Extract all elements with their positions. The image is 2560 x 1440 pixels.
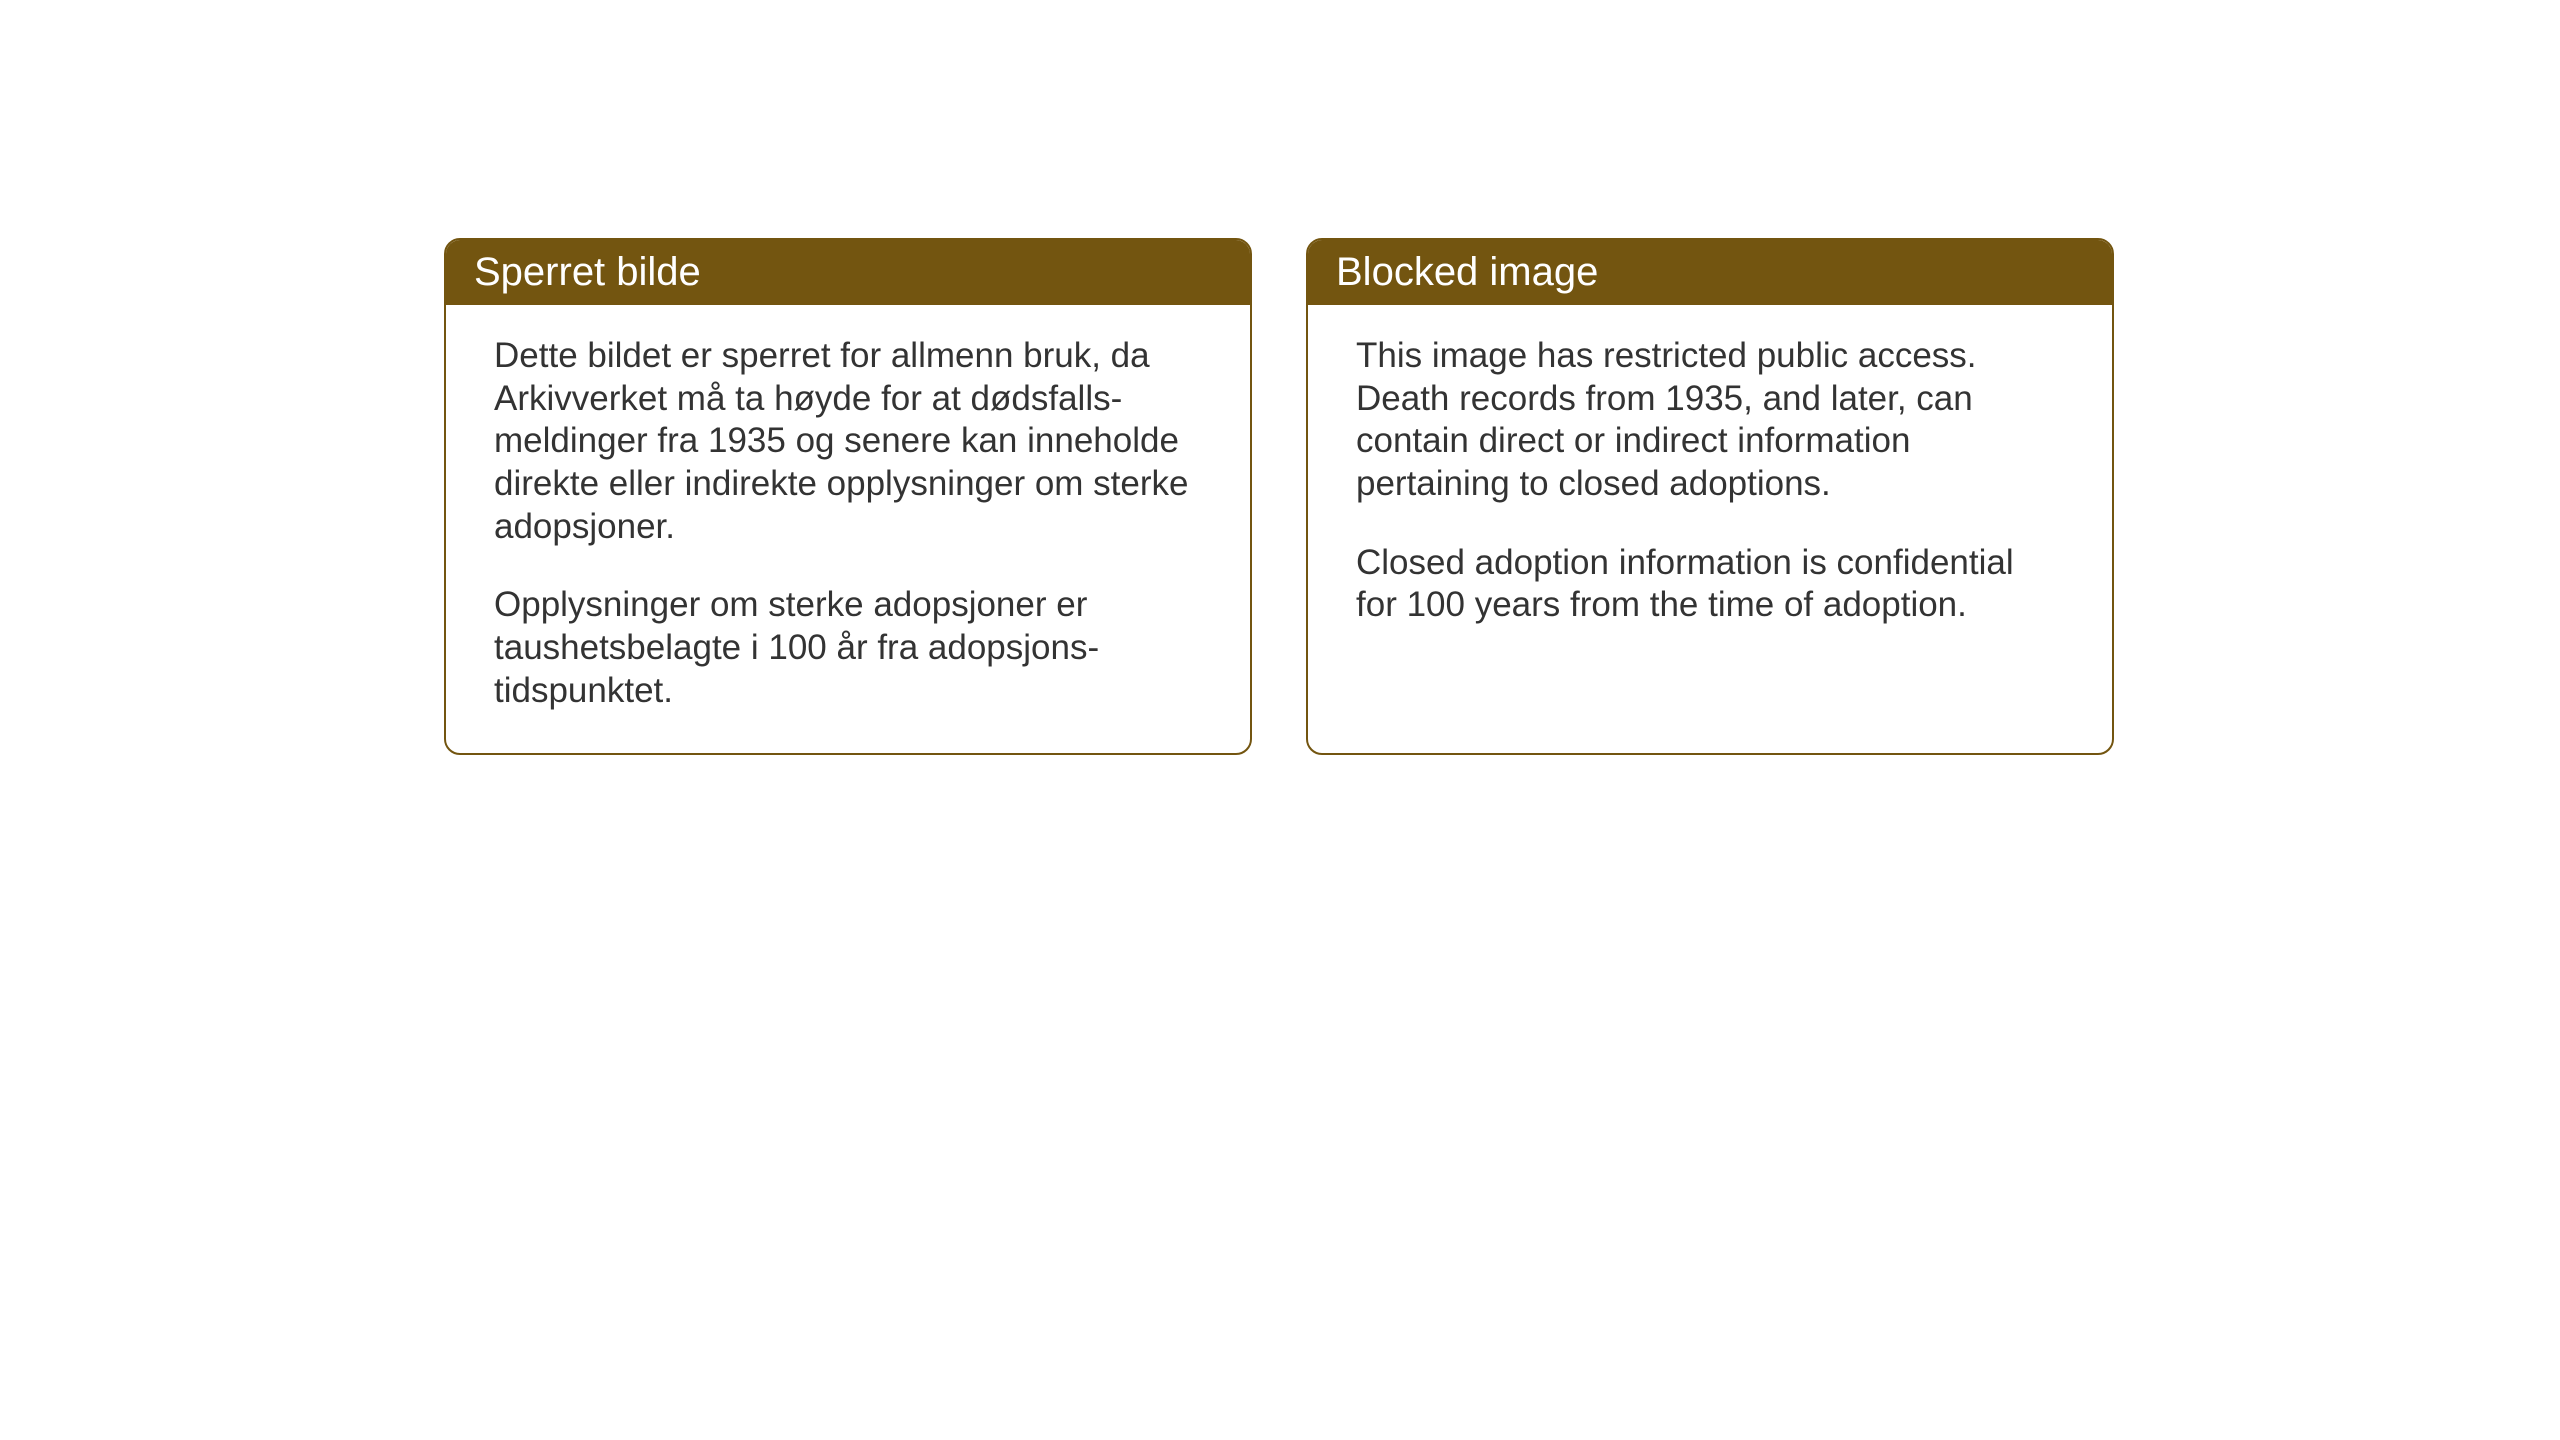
english-paragraph-1: This image has restricted public access.… [1356,335,2064,506]
english-card-header: Blocked image [1308,240,2112,305]
norwegian-card-body: Dette bildet er sperret for allmenn bruk… [446,305,1250,753]
norwegian-card-title: Sperret bilde [474,250,701,294]
english-card-body: This image has restricted public access.… [1308,305,2112,745]
norwegian-card-header: Sperret bilde [446,240,1250,305]
english-card-title: Blocked image [1336,250,1598,294]
norwegian-card: Sperret bilde Dette bildet er sperret fo… [444,238,1252,755]
norwegian-paragraph-1: Dette bildet er sperret for allmenn bruk… [494,335,1202,548]
norwegian-paragraph-2: Opplysninger om sterke adopsjoner er tau… [494,584,1202,712]
english-paragraph-2: Closed adoption information is confident… [1356,542,2064,627]
cards-container: Sperret bilde Dette bildet er sperret fo… [0,0,2560,755]
english-card: Blocked image This image has restricted … [1306,238,2114,755]
